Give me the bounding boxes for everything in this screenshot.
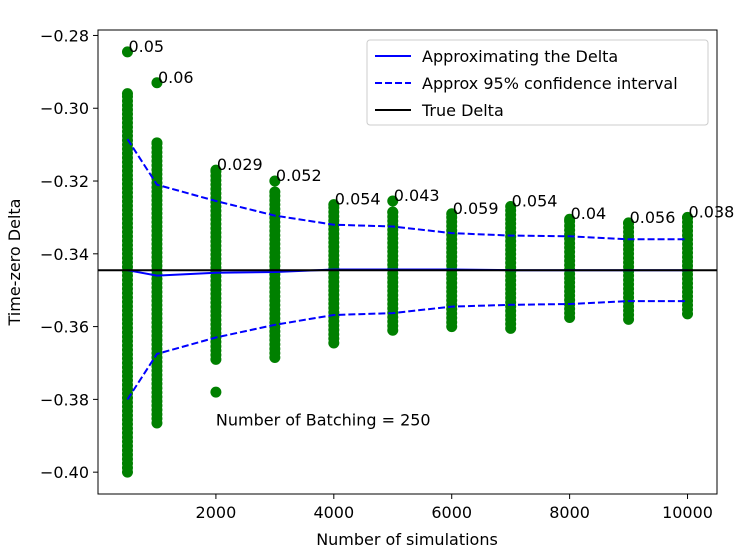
plot-area: 0.05 0.06 0.029 0.052 0.054 0.043 0.059 0.054 0.… (98, 37, 734, 478)
x-axis-label: Number of simulations (316, 530, 498, 549)
legend-box (366, 39, 709, 126)
point-label: 0.038 (689, 202, 735, 221)
axes-frame (97, 29, 718, 495)
point-label: 0.029 (217, 155, 263, 174)
scatter-point (269, 186, 281, 198)
point-label: 0.059 (453, 199, 499, 218)
x-tick-label: 4000 (313, 503, 354, 522)
legend-label: Approx 95% confidence interval (422, 74, 678, 93)
scatter-point (446, 208, 458, 220)
scatter-point-outlier (387, 195, 399, 207)
scatter-point (682, 211, 694, 223)
x-tick-label: 6000 (431, 503, 472, 522)
x-axis-ticks: 2000 4000 6000 8000 10000 (196, 494, 713, 522)
point-label: 0.052 (276, 166, 322, 185)
scatter-point-outlier (210, 386, 222, 398)
legend-label: Approximating the Delta (422, 47, 618, 66)
y-tick-label: −0.36 (40, 318, 89, 337)
point-label: 0.054 (512, 192, 558, 211)
scatter-point (121, 88, 133, 100)
scatter-point (387, 206, 399, 218)
scatter-point (505, 201, 517, 213)
y-axis-ticks: −0.40 −0.38 −0.36 −0.34 −0.32 −0.30 −0.28 (40, 26, 98, 482)
y-tick-label: −0.38 (40, 390, 89, 409)
y-tick-label: −0.30 (40, 99, 89, 118)
point-label: 0.043 (394, 186, 440, 205)
point-label: 0.04 (571, 204, 607, 223)
point-label: 0.054 (335, 190, 381, 209)
scatter-point-outlier (121, 46, 133, 58)
batching-annotation: Number of Batching = 250 (216, 410, 431, 429)
scatter-point-outlier (151, 77, 163, 89)
y-tick-label: −0.28 (40, 26, 89, 45)
x-tick-label: 2000 (196, 503, 237, 522)
legend: Approximating the Delta Approx 95% confid… (366, 39, 709, 126)
y-tick-label: −0.40 (40, 463, 89, 482)
y-axis-label: Time-zero Delta (5, 199, 24, 327)
scatter-point (328, 199, 340, 211)
scatter-point (210, 164, 222, 176)
point-label: 0.056 (630, 208, 676, 227)
x-tick-label: 8000 (549, 503, 590, 522)
y-tick-label: −0.32 (40, 172, 89, 191)
scatter-point-outlier (269, 175, 281, 187)
point-label: 0.06 (158, 68, 194, 87)
y-tick-label: −0.34 (40, 245, 89, 264)
x-tick-label: 10000 (662, 503, 713, 522)
legend-label: True Delta (421, 101, 504, 120)
scatter-point (564, 213, 576, 225)
scatter-point (623, 217, 635, 229)
point-label: 0.05 (128, 37, 164, 56)
ci-lower-line (126, 300, 688, 400)
ci-upper-line (126, 138, 688, 241)
scatter-point (151, 137, 163, 149)
